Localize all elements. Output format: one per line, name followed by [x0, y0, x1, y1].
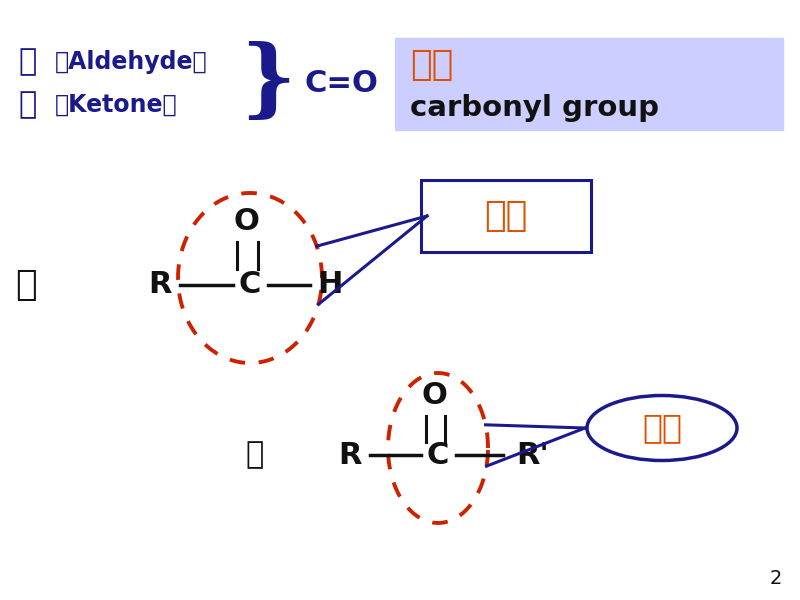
- Text: 邅基: 邅基: [642, 412, 682, 445]
- Text: 邅: 邅: [245, 440, 263, 469]
- Text: carbonyl group: carbonyl group: [410, 94, 659, 122]
- Text: C: C: [427, 440, 449, 469]
- Text: C: C: [239, 271, 261, 299]
- Text: 2: 2: [770, 569, 782, 588]
- Text: }: }: [240, 41, 296, 125]
- Text: （Aldehyde）: （Aldehyde）: [55, 50, 208, 74]
- Text: C=O: C=O: [305, 68, 379, 97]
- Text: 邅: 邅: [18, 91, 36, 119]
- Text: 罰基: 罰基: [410, 48, 454, 82]
- Text: R: R: [148, 271, 172, 299]
- Ellipse shape: [587, 395, 737, 461]
- Text: R: R: [338, 440, 362, 469]
- Text: O: O: [233, 208, 259, 236]
- Text: 醇基: 醇基: [484, 199, 528, 233]
- Text: H: H: [318, 271, 342, 299]
- Text: 醇: 醇: [18, 47, 36, 76]
- FancyBboxPatch shape: [395, 38, 783, 130]
- Text: O: O: [421, 382, 447, 410]
- Text: 醇: 醇: [15, 268, 37, 302]
- Text: （Ketone）: （Ketone）: [55, 93, 178, 117]
- Text: R': R': [517, 440, 550, 469]
- FancyBboxPatch shape: [421, 180, 591, 252]
